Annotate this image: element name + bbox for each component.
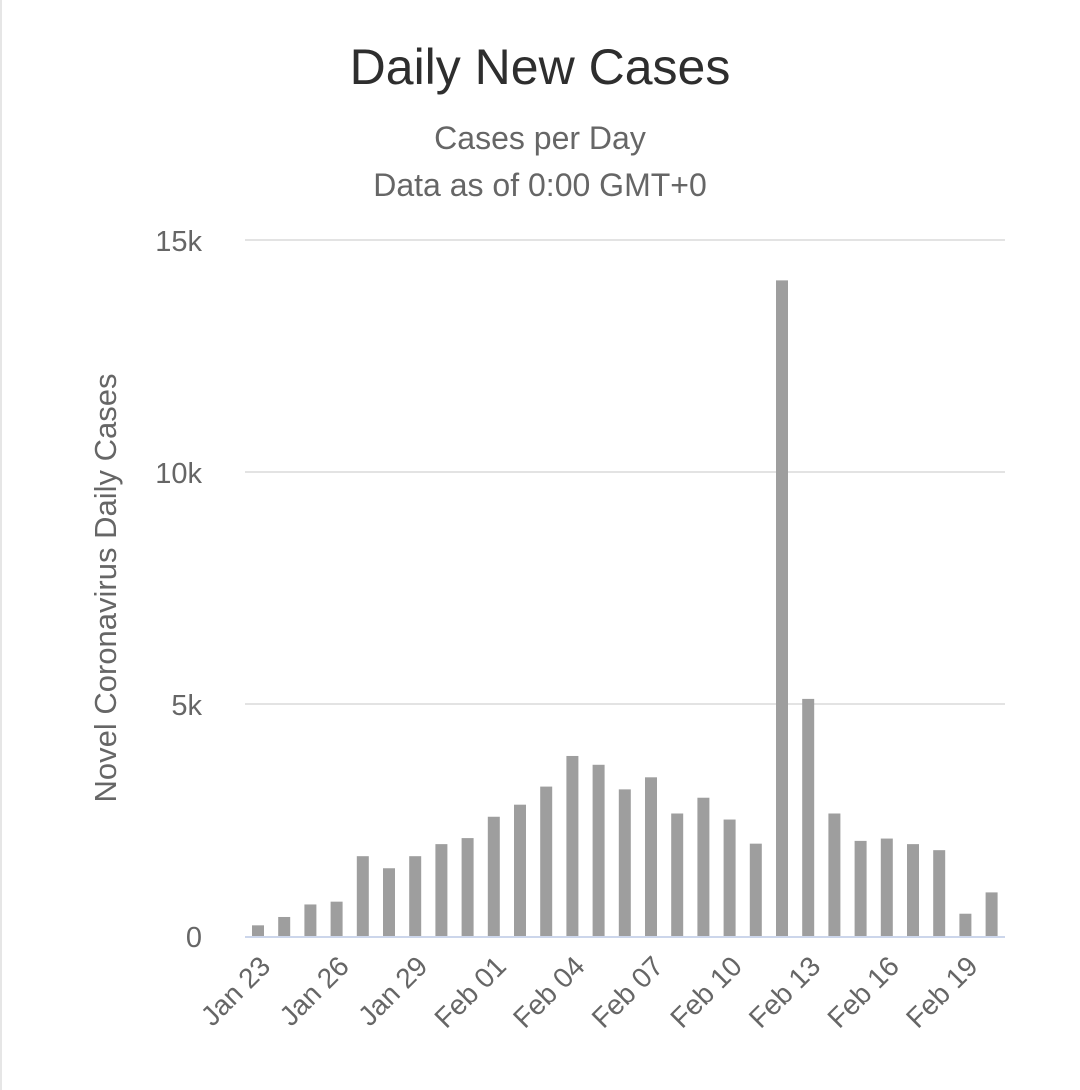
x-tick-label: Feb 04 (507, 950, 591, 1034)
x-tick-label: Feb 10 (664, 950, 748, 1034)
chart-subtitle-line-1: Cases per Day (434, 120, 646, 156)
bar-feb-04 (566, 755, 579, 936)
bar-feb-10 (723, 819, 736, 936)
y-tick-label: 15k (155, 226, 202, 258)
bar-feb-07 (645, 777, 657, 936)
bar-jan-23 (252, 925, 264, 936)
bar-jan-29 (409, 856, 422, 936)
bar-feb-03 (540, 786, 553, 936)
bar-jan-24 (278, 916, 291, 936)
x-tick-label: Feb 13 (743, 950, 827, 1034)
bars (252, 280, 998, 936)
bar-feb-17 (907, 844, 919, 936)
gridlines (245, 239, 1005, 705)
bar-feb-09 (697, 797, 710, 936)
y-axis-ticks: 0 5k 10k 15k (155, 226, 202, 954)
x-tick-label: Jan 29 (352, 950, 433, 1031)
bar-feb-13 (802, 698, 815, 936)
x-tick-label: Jan 26 (273, 950, 354, 1031)
bar-feb-20 (985, 892, 998, 936)
y-tick-label: 5k (171, 690, 202, 722)
bar-feb-01 (487, 816, 500, 936)
x-tick-label: Feb 19 (900, 950, 984, 1034)
bar-jan-25 (304, 904, 317, 936)
bar-feb-11 (749, 843, 762, 936)
bar-feb-12 (776, 280, 788, 936)
y-axis-label: Novel Coronavirus Daily Cases (88, 374, 123, 803)
bar-feb-18 (933, 850, 946, 936)
bar-jan-31 (461, 838, 474, 936)
bar-feb-05 (592, 764, 605, 936)
bar-feb-14 (828, 813, 841, 936)
x-tick-label: Feb 07 (586, 950, 670, 1034)
bar-feb-08 (671, 813, 684, 936)
bar-jan-26 (330, 901, 343, 936)
chart-title: Daily New Cases (349, 39, 731, 95)
y-tick-label: 0 (186, 922, 202, 954)
x-tick-label: Feb 16 (821, 950, 905, 1034)
bar-feb-16 (880, 838, 893, 936)
bar-feb-06 (618, 789, 631, 936)
bar-jan-27 (356, 856, 369, 936)
x-tick-label: Jan 23 (195, 950, 276, 1031)
bar-jan-28 (383, 868, 395, 936)
bar-feb-15 (854, 840, 867, 936)
bar-feb-19 (959, 913, 972, 936)
x-tick-label: Feb 01 (428, 950, 512, 1034)
chart-subtitle-line-2: Data as of 0:00 GMT+0 (373, 167, 707, 203)
bar-jan-30 (435, 844, 448, 936)
bar-feb-02 (514, 804, 526, 936)
y-tick-label: 10k (155, 458, 202, 490)
